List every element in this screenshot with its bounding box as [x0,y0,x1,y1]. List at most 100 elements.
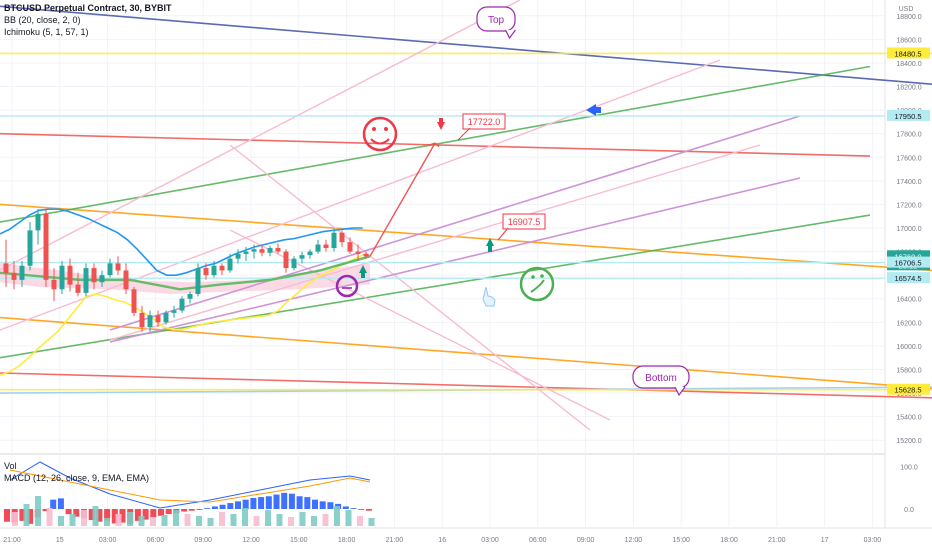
green-face-mouth [530,279,545,293]
candle-body [59,265,65,290]
volume-bar [58,516,64,526]
label-16907-text: 16907.5 [508,217,541,227]
candle-body [147,315,153,328]
candle-body [291,258,297,269]
candle-body [163,312,169,323]
time-tick-label: 15:00 [290,537,308,544]
ichimoku-legend[interactable]: Ichimoku (5, 1, 57, 1) [4,27,89,37]
happy-face-eye [372,127,376,131]
price-tick-label: 15200.0 [896,438,921,445]
price-tick-label: 17600.0 [896,155,921,162]
symbol-title[interactable]: BTCUSD Perpetual Contract, 30, BYBIT [4,3,172,13]
candle-body [203,268,209,276]
ichimoku-base-line [0,255,371,291]
volume-bar [242,508,248,526]
time-tick-label: 12:00 [625,537,643,544]
macd-bar [42,509,49,512]
volume-bar [322,514,329,526]
candle-body [339,232,345,243]
macd-bar [142,509,149,520]
down-arrow-icon [437,122,445,130]
volume-legend[interactable]: Vol [4,461,17,471]
candle-body [323,244,329,249]
candle-body [299,255,305,259]
top-callout-bubble [476,6,516,32]
up-arrow-icon [359,265,367,273]
green-face-eye [540,274,544,278]
candle-body [355,251,361,254]
macd-bar [281,492,288,509]
price-tag [887,383,930,395]
macd-tick-label: 100.0 [900,465,918,472]
volume-bar [104,518,110,526]
trendline-purple [109,177,801,343]
volume-bar [196,516,202,526]
candle-body [171,310,177,313]
macd-bar [104,509,111,521]
macd-bar [27,509,34,524]
macd-bar [19,509,26,521]
candle-body [235,253,241,259]
candle-body [11,272,17,280]
candle-body [267,248,273,253]
time-tick-label: 16 [438,537,446,544]
price-tick-label: 15800.0 [896,367,921,374]
up-arrow-stem [361,273,365,278]
candle-body [3,263,9,273]
volume-bar [265,510,271,526]
label-leader [457,127,471,141]
trendline [0,203,932,272]
candle-body [331,232,337,249]
price-tick-label: 17000.0 [896,226,921,233]
trendline [0,316,932,390]
volume-bar [115,514,122,526]
volume-bar [46,508,53,526]
price-tag [887,109,930,121]
volume-bar [184,514,191,526]
volume-bar [92,506,99,526]
time-tick-label: 15:00 [672,537,690,544]
candle-body [211,265,217,276]
ichimoku-cloud [0,263,370,295]
macd-bar [111,509,118,524]
macd-bar [296,496,303,509]
candle-body [347,242,353,252]
price-axis[interactable]: USD15200.015400.015600.015800.016000.016… [887,6,930,514]
macd-legend[interactable]: MACD (12, 26, close, 9, EMA, EMA) [4,473,150,483]
bottom-callout-text: Bottom [645,373,677,384]
candle-body [67,265,73,285]
price-tick-label: 16400.0 [896,297,921,304]
price-tick-label: 18200.0 [896,85,921,92]
candle-body [131,289,137,313]
volume-bar [23,504,30,526]
candle-body [219,265,225,271]
candle-body [243,251,249,254]
price-tick-label: 17200.0 [896,202,921,209]
price-tag-label: 16706.5 [894,259,921,268]
down-arrow-stem [439,118,443,123]
time-tick-label: 03:00 [99,537,117,544]
time-axis[interactable]: 21:00 15 03:00 06:00 09:00 12:00 15:00 18:00 21:… [3,537,881,544]
macd-bar [250,497,257,509]
top-callout-tail [504,29,516,40]
candle-body [187,294,193,299]
candle-body [123,270,129,290]
candle-body [75,284,81,293]
up-arrow-stem [488,246,492,252]
volume-bar [230,514,237,526]
price-tag-label: 15628.5 [894,386,921,395]
price-axis-currency: USD [899,6,914,13]
bb-legend[interactable]: BB (20, close, 2, 0) [4,15,81,25]
macd-bar [73,509,80,517]
trendline [0,5,932,85]
price-tag [887,272,930,284]
bb-upper-line [0,208,363,276]
time-tick-label: 12:00 [242,537,260,544]
time-tick-label: 03:00 [864,537,882,544]
macd-bar [134,509,141,521]
candle-body [51,279,57,290]
volume-bar [276,514,283,526]
candle-body [315,244,321,252]
macd-bar [188,509,195,511]
